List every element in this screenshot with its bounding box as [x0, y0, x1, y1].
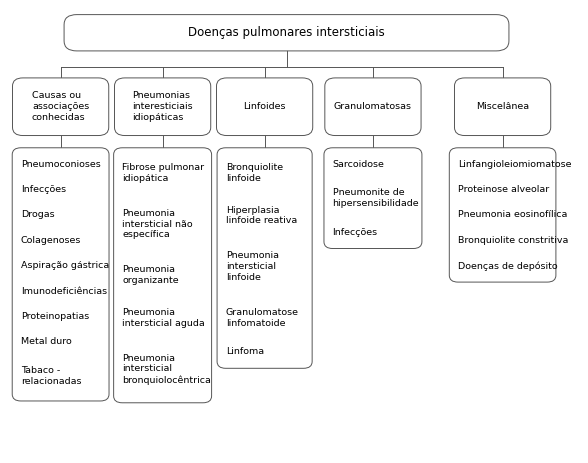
Text: Granulomatosas: Granulomatosas — [334, 102, 412, 111]
Text: Granulomatose
linfomatoide: Granulomatose linfomatoide — [226, 308, 299, 328]
FancyBboxPatch shape — [12, 78, 109, 136]
Text: Bronquiolite constritiva: Bronquiolite constritiva — [458, 236, 569, 245]
FancyBboxPatch shape — [216, 78, 313, 136]
Text: Imunodeficiências: Imunodeficiências — [21, 287, 107, 296]
Text: Pneumonite de
hipersensibilidade: Pneumonite de hipersensibilidade — [333, 188, 419, 208]
Text: Linfoma: Linfoma — [226, 347, 264, 357]
Text: Causas ou
associações
conhecidas: Causas ou associações conhecidas — [32, 92, 89, 122]
Text: Miscelânea: Miscelânea — [476, 102, 529, 111]
FancyBboxPatch shape — [64, 15, 509, 51]
Text: Proteinose alveolar: Proteinose alveolar — [458, 185, 549, 194]
Text: Linfangioleiomiomatose: Linfangioleiomiomatose — [458, 160, 572, 169]
Text: Sarcoidose: Sarcoidose — [333, 160, 385, 169]
Text: Tabaco -
relacionadas: Tabaco - relacionadas — [21, 366, 81, 386]
Text: Pneumonia
organizante: Pneumonia organizante — [122, 265, 179, 285]
Text: Doenças pulmonares intersticiais: Doenças pulmonares intersticiais — [188, 26, 385, 39]
Text: Infecções: Infecções — [333, 228, 377, 237]
FancyBboxPatch shape — [217, 148, 312, 368]
Text: Fibrose pulmonar
idiopática: Fibrose pulmonar idiopática — [122, 163, 205, 182]
FancyBboxPatch shape — [325, 78, 421, 136]
Text: Infecções: Infecções — [21, 185, 66, 194]
Text: Aspiração gástrica: Aspiração gástrica — [21, 261, 109, 270]
Text: Pneumonia eosinofílica: Pneumonia eosinofílica — [458, 211, 567, 219]
Text: Doenças de depósito: Doenças de depósito — [458, 261, 557, 270]
FancyBboxPatch shape — [455, 78, 551, 136]
FancyBboxPatch shape — [449, 148, 556, 282]
Text: Metal duro: Metal duro — [21, 338, 72, 346]
FancyBboxPatch shape — [12, 148, 109, 401]
Text: Pneumonia
intersticial não
específica: Pneumonia intersticial não específica — [122, 209, 193, 239]
Text: Pneumonia
intersticial
linfoide: Pneumonia intersticial linfoide — [226, 251, 279, 282]
FancyBboxPatch shape — [113, 148, 212, 403]
Text: Bronquiolite
linfoide: Bronquiolite linfoide — [226, 163, 283, 182]
Text: Proteinopatias: Proteinopatias — [21, 312, 89, 321]
Text: Pneumonia
intersticial
bronquiolocêntrica: Pneumonia intersticial bronquiolocêntric… — [122, 354, 211, 385]
FancyBboxPatch shape — [324, 148, 422, 249]
Text: Drogas: Drogas — [21, 211, 55, 219]
Text: Colagenoses: Colagenoses — [21, 236, 81, 245]
FancyBboxPatch shape — [115, 78, 211, 136]
Text: Linfoides: Linfoides — [243, 102, 286, 111]
Text: Pneumonias
interesticiais
idiopáticas: Pneumonias interesticiais idiopáticas — [132, 92, 193, 122]
Text: Pneumoconioses: Pneumoconioses — [21, 160, 101, 169]
Text: Hiperplasia
linfoide reativa: Hiperplasia linfoide reativa — [226, 206, 297, 225]
Text: Pneumonia
intersticial aguda: Pneumonia intersticial aguda — [122, 308, 205, 328]
